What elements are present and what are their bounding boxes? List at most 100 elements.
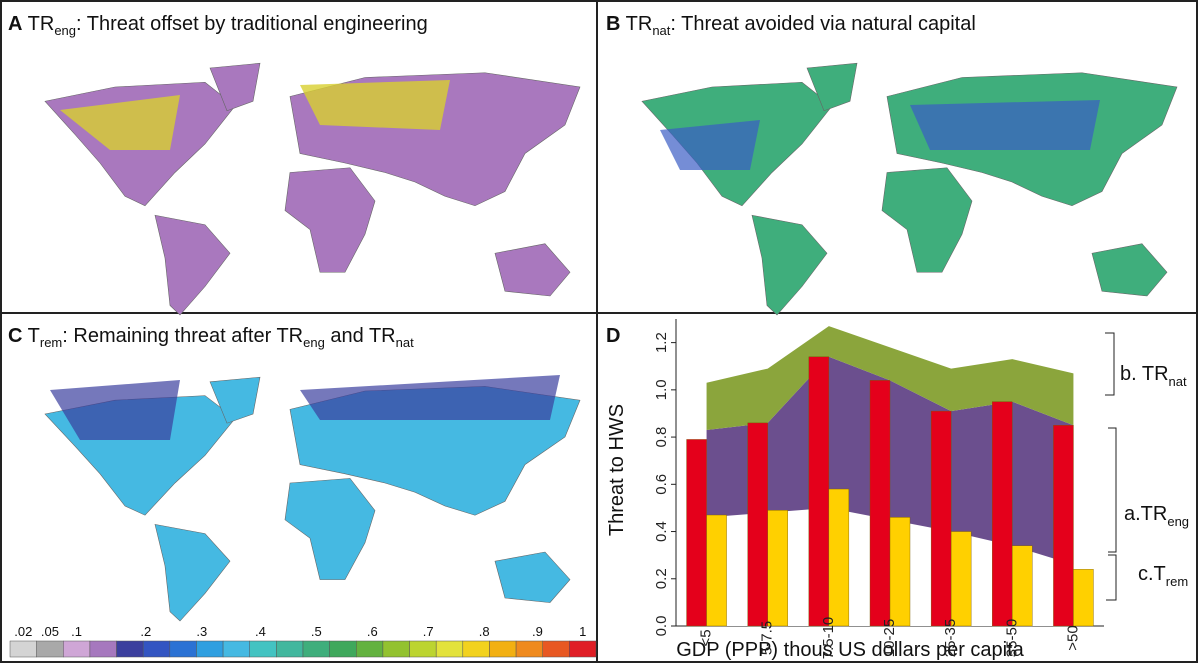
bar bbox=[931, 411, 951, 626]
panel-letter: B bbox=[606, 13, 620, 35]
panel-title: C Trem: Remaining threat after TReng and… bbox=[8, 325, 414, 350]
x-tick-label: 7.5-10 bbox=[820, 617, 837, 660]
colorbar-cell bbox=[383, 641, 410, 657]
x-tick-label: 10-25 bbox=[881, 619, 898, 657]
colorbar-cell bbox=[90, 641, 117, 657]
bar bbox=[809, 357, 829, 626]
colorbar-cell bbox=[330, 641, 357, 657]
panel-title: B TRnat: Threat avoided via natural capi… bbox=[606, 13, 976, 38]
colorbar-cell bbox=[303, 641, 330, 657]
colorbar-label: .4 bbox=[255, 624, 266, 639]
colorbar-cell bbox=[117, 641, 144, 657]
colorbar-cell bbox=[37, 641, 64, 657]
colorbar-cell bbox=[356, 641, 383, 657]
annotation-text: a.TR bbox=[1124, 503, 1167, 525]
bar bbox=[748, 423, 768, 626]
x-tick-label: >50 bbox=[1064, 625, 1081, 650]
map-a bbox=[45, 63, 580, 315]
colorbar-cell bbox=[276, 641, 303, 657]
bar bbox=[870, 380, 890, 626]
y-tick-label: 1.0 bbox=[653, 379, 670, 400]
bar bbox=[1012, 546, 1032, 626]
bar bbox=[951, 532, 971, 626]
title-sub: eng bbox=[303, 335, 325, 350]
chart-d: D Threat to HWS GDP (PPP) thous US dolla… bbox=[606, 319, 1189, 661]
colorbar-label: .1 bbox=[71, 624, 82, 639]
y-tick-label: 1.2 bbox=[653, 332, 670, 353]
annotation-sub: rem bbox=[1166, 574, 1188, 589]
colorbar-label: .8 bbox=[479, 624, 490, 639]
title-sub: nat bbox=[396, 335, 414, 350]
title-part: : Threat avoided via natural capital bbox=[670, 13, 975, 35]
bracket bbox=[1106, 555, 1116, 600]
y-tick-label: 0.8 bbox=[653, 427, 670, 448]
figure: A TReng: Threat offset by traditional en… bbox=[0, 0, 1198, 663]
colorbar-cell bbox=[516, 641, 543, 657]
panel-title: A TReng: Threat offset by traditional en… bbox=[8, 13, 428, 38]
title-part: : Threat offset by traditional engineeri… bbox=[76, 13, 428, 35]
panel-letter: A bbox=[8, 13, 22, 35]
colorbar-cell bbox=[223, 641, 250, 657]
panel-letter: C bbox=[8, 325, 22, 347]
colorbar-label: .3 bbox=[196, 624, 207, 639]
colorbar-cell bbox=[436, 641, 463, 657]
colorbar-label: .05 bbox=[41, 624, 59, 639]
title-part: T bbox=[28, 325, 40, 347]
y-tick-label: 0.0 bbox=[653, 616, 670, 637]
bracket bbox=[1105, 333, 1114, 395]
x-tick-label: 25-35 bbox=[942, 619, 959, 657]
colorbar-cell bbox=[143, 641, 170, 657]
x-tick-label: 35-50 bbox=[1003, 619, 1020, 657]
bar bbox=[829, 489, 849, 626]
x-axis-label: GDP (PPP) thous US dollars per capita bbox=[676, 639, 1024, 661]
annotation-text: b. TR bbox=[1120, 363, 1169, 385]
colorbar-label: .7 bbox=[423, 624, 434, 639]
bar bbox=[707, 515, 727, 626]
bracket bbox=[1108, 428, 1116, 552]
annotation: b. TRnat bbox=[1120, 363, 1187, 389]
title-sub: rem bbox=[40, 335, 62, 350]
title-part: : Remaining threat after TR bbox=[62, 325, 303, 347]
colorbar-cell bbox=[170, 641, 197, 657]
bar bbox=[687, 439, 707, 626]
x-tick-label: <5 bbox=[698, 629, 715, 646]
map-b bbox=[642, 63, 1177, 315]
y-tick-label: 0.2 bbox=[653, 568, 670, 589]
title-sub: nat bbox=[652, 23, 670, 38]
colorbar-cell bbox=[250, 641, 277, 657]
colorbar-label: .02 bbox=[14, 624, 32, 639]
panel-letter: D bbox=[606, 325, 620, 347]
annotation-sub: eng bbox=[1167, 514, 1189, 529]
y-axis-label: Threat to HWS bbox=[606, 404, 628, 536]
title-part: and TR bbox=[325, 325, 396, 347]
colorbar-cell bbox=[63, 641, 90, 657]
annotation-text: c.T bbox=[1138, 563, 1166, 585]
annotation-sub: nat bbox=[1169, 374, 1187, 389]
colorbar-cell bbox=[569, 641, 596, 657]
x-tick-label: 5-7.5 bbox=[759, 621, 776, 655]
title-part: TR bbox=[626, 13, 653, 35]
annotation: a.TReng bbox=[1124, 503, 1189, 529]
colorbar-label: .6 bbox=[367, 624, 378, 639]
colorbar-cell bbox=[463, 641, 490, 657]
colorbar-cell bbox=[410, 641, 437, 657]
colorbar-cell bbox=[10, 641, 37, 657]
bar bbox=[768, 510, 788, 626]
title-part: TR bbox=[28, 13, 55, 35]
y-tick-label: 0.4 bbox=[653, 521, 670, 542]
bar bbox=[1073, 569, 1093, 626]
title-sub: eng bbox=[54, 23, 76, 38]
colorbar-cell bbox=[489, 641, 516, 657]
map-c bbox=[45, 375, 580, 621]
colorbar-cell bbox=[543, 641, 570, 657]
colorbar: .02 .05 .1 .2 .3 .4 .5 .6 .7 .8 .9 1 bbox=[10, 624, 596, 657]
colorbar-label: .2 bbox=[140, 624, 151, 639]
colorbar-label: 1 bbox=[579, 624, 586, 639]
y-tick-label: 0.6 bbox=[653, 474, 670, 495]
colorbar-label: .5 bbox=[311, 624, 322, 639]
colorbar-cell bbox=[196, 641, 223, 657]
annotation: c.Trem bbox=[1138, 563, 1188, 589]
bar bbox=[992, 402, 1012, 626]
bar bbox=[1053, 425, 1073, 626]
colorbar-label: .9 bbox=[532, 624, 543, 639]
